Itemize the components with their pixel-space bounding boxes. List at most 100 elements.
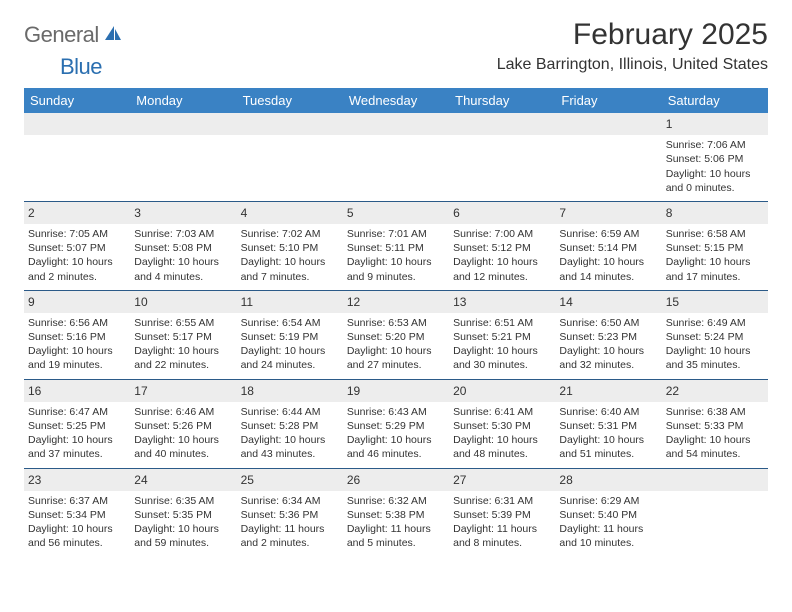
sunset-text: Sunset: 5:39 PM (453, 508, 551, 522)
day-number: 28 (555, 469, 661, 491)
calendar-day-cell: 6Sunrise: 7:00 AMSunset: 5:12 PMDaylight… (449, 201, 555, 290)
calendar-day-cell: 2Sunrise: 7:05 AMSunset: 5:07 PMDaylight… (24, 201, 130, 290)
daylight-text: Daylight: 10 hours and 56 minutes. (28, 522, 126, 550)
calendar-week-row: 16 Sunrise: 6:47 AMSunset: 5:25 PM Dayligh… (24, 379, 768, 468)
daylight-text: Daylight: 11 hours and 8 minutes. (453, 522, 551, 550)
sunset-text: Sunset: 5:26 PM (134, 419, 232, 433)
sunset-text: Sunset: 5:16 PM (28, 330, 126, 344)
day-number: 26 (343, 469, 449, 491)
sunrise-text: Sunrise: 6:55 AM (134, 316, 232, 330)
sunrise-text: Sunrise: 7:05 AM (28, 227, 126, 241)
sunset-text: Sunset: 5:10 PM (241, 241, 339, 255)
sail-icon (103, 24, 123, 47)
dow-header: Sunday (24, 88, 130, 113)
calendar-day-cell: 3Sunrise: 7:03 AMSunset: 5:08 PMDaylight… (130, 201, 236, 290)
dow-header: Thursday (449, 88, 555, 113)
daylight-text: Daylight: 10 hours and 12 minutes. (453, 255, 551, 283)
daylight-text: Daylight: 10 hours and 54 minutes. (666, 433, 764, 461)
calendar-day-cell: 23 Sunrise: 6:37 AMSunset: 5:34 PMDayligh… (24, 468, 130, 556)
calendar-day-cell: 16Sunrise: 6:47 AMSunset: 5:25 PMDayligh… (24, 379, 130, 468)
day-number (130, 113, 236, 135)
calendar-day-cell (343, 113, 449, 201)
day-number (662, 469, 768, 491)
brand-word-1: General (24, 22, 99, 48)
daylight-text: Daylight: 10 hours and 2 minutes. (28, 255, 126, 283)
sunrise-text: Sunrise: 6:29 AM (559, 494, 657, 508)
sunrise-text: Sunrise: 6:54 AM (241, 316, 339, 330)
day-number: 21 (555, 380, 661, 402)
daylight-text: Daylight: 10 hours and 51 minutes. (559, 433, 657, 461)
sunset-text: Sunset: 5:21 PM (453, 330, 551, 344)
daylight-text: Daylight: 10 hours and 9 minutes. (347, 255, 445, 283)
day-number: 10 (130, 291, 236, 313)
sunset-text: Sunset: 5:11 PM (347, 241, 445, 255)
month-title: February 2025 (497, 18, 768, 52)
sunrise-text: Sunrise: 6:38 AM (666, 405, 764, 419)
day-number: 12 (343, 291, 449, 313)
daylight-text: Daylight: 10 hours and 17 minutes. (666, 255, 764, 283)
sunrise-text: Sunrise: 6:58 AM (666, 227, 764, 241)
day-number: 3 (130, 202, 236, 224)
calendar-day-cell: 14Sunrise: 6:50 AMSunset: 5:23 PMDayligh… (555, 290, 661, 379)
sunset-text: Sunset: 5:31 PM (559, 419, 657, 433)
daylight-text: Daylight: 11 hours and 10 minutes. (559, 522, 657, 550)
day-number: 4 (237, 202, 343, 224)
sunrise-text: Sunrise: 6:31 AM (453, 494, 551, 508)
sunset-text: Sunset: 5:17 PM (134, 330, 232, 344)
calendar-day-cell (24, 113, 130, 201)
sunrise-text: Sunrise: 6:49 AM (666, 316, 764, 330)
sunset-text: Sunset: 5:34 PM (28, 508, 126, 522)
calendar-day-cell: 12Sunrise: 6:53 AMSunset: 5:20 PMDayligh… (343, 290, 449, 379)
daylight-text: Daylight: 10 hours and 27 minutes. (347, 344, 445, 372)
day-number: 20 (449, 380, 555, 402)
calendar-day-cell (555, 113, 661, 201)
sunrise-text: Sunrise: 6:37 AM (28, 494, 126, 508)
calendar-day-cell: 8Sunrise: 6:58 AMSunset: 5:15 PMDaylight… (662, 201, 768, 290)
day-number: 24 (130, 469, 236, 491)
day-of-week-row: Sunday Monday Tuesday Wednesday Thursday… (24, 88, 768, 113)
day-number: 16 (24, 380, 130, 402)
calendar-day-cell (130, 113, 236, 201)
day-number: 7 (555, 202, 661, 224)
sunset-text: Sunset: 5:06 PM (666, 152, 764, 166)
day-number: 6 (449, 202, 555, 224)
sunset-text: Sunset: 5:30 PM (453, 419, 551, 433)
sunrise-text: Sunrise: 7:06 AM (666, 138, 764, 152)
sunrise-text: Sunrise: 6:44 AM (241, 405, 339, 419)
day-number: 17 (130, 380, 236, 402)
calendar-day-cell: 11Sunrise: 6:54 AMSunset: 5:19 PMDayligh… (237, 290, 343, 379)
day-number: 2 (24, 202, 130, 224)
daylight-text: Daylight: 10 hours and 0 minutes. (666, 167, 764, 195)
sunset-text: Sunset: 5:25 PM (28, 419, 126, 433)
brand-logo: General (24, 22, 125, 48)
day-number: 14 (555, 291, 661, 313)
sunset-text: Sunset: 5:35 PM (134, 508, 232, 522)
daylight-text: Daylight: 10 hours and 32 minutes. (559, 344, 657, 372)
sunrise-text: Sunrise: 6:50 AM (559, 316, 657, 330)
calendar-day-cell: 21Sunrise: 6:40 AMSunset: 5:31 PMDayligh… (555, 379, 661, 468)
sunset-text: Sunset: 5:28 PM (241, 419, 339, 433)
sunset-text: Sunset: 5:19 PM (241, 330, 339, 344)
day-number (24, 113, 130, 135)
sunset-text: Sunset: 5:24 PM (666, 330, 764, 344)
dow-header: Tuesday (237, 88, 343, 113)
calendar-body: 1Sunrise: 7:06 AMSunset: 5:06 PMDaylight… (24, 113, 768, 556)
sunrise-text: Sunrise: 6:34 AM (241, 494, 339, 508)
calendar-day-cell: 13Sunrise: 6:51 AMSunset: 5:21 PMDayligh… (449, 290, 555, 379)
sunrise-text: Sunrise: 6:59 AM (559, 227, 657, 241)
daylight-text: Daylight: 10 hours and 4 minutes. (134, 255, 232, 283)
calendar-day-cell: 19Sunrise: 6:43 AMSunset: 5:29 PMDayligh… (343, 379, 449, 468)
sunrise-text: Sunrise: 6:47 AM (28, 405, 126, 419)
daylight-text: Daylight: 11 hours and 5 minutes. (347, 522, 445, 550)
calendar-day-cell: 22Sunrise: 6:38 AMSunset: 5:33 PMDayligh… (662, 379, 768, 468)
day-number: 8 (662, 202, 768, 224)
calendar-day-cell (449, 113, 555, 201)
sunset-text: Sunset: 5:40 PM (559, 508, 657, 522)
sunset-text: Sunset: 5:12 PM (453, 241, 551, 255)
sunrise-text: Sunrise: 6:43 AM (347, 405, 445, 419)
day-number: 25 (237, 469, 343, 491)
day-number: 23 (24, 469, 130, 491)
day-number: 15 (662, 291, 768, 313)
daylight-text: Daylight: 10 hours and 48 minutes. (453, 433, 551, 461)
sunset-text: Sunset: 5:38 PM (347, 508, 445, 522)
